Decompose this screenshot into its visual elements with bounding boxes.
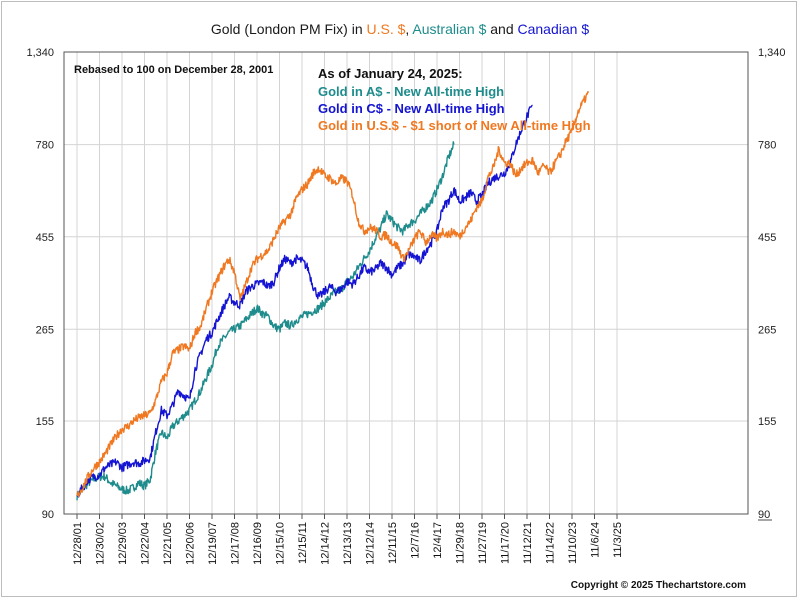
x-tick-label: 12/13/13 <box>342 522 354 565</box>
x-tick-label: 12/16/09 <box>252 522 264 565</box>
x-tick-label: 12/11/15 <box>387 522 399 564</box>
chart-title-part: , <box>405 21 412 37</box>
y-tick-label-right: 155 <box>758 416 776 428</box>
y-tick-label-right: 265 <box>758 324 776 336</box>
x-tick-label: 11/27/19 <box>477 522 489 564</box>
series-line <box>76 104 533 498</box>
copyright: Copyright © 2025 Thechartstore.com <box>571 580 746 591</box>
x-tick-label: 12/14/12 <box>320 522 332 565</box>
series-line <box>76 141 455 501</box>
chart-title: Gold (London PM Fix) in U.S. $, Australi… <box>211 21 589 37</box>
y-tick-label-right: 90 <box>758 509 770 521</box>
x-tick-label: 12/17/08 <box>230 522 242 565</box>
y-tick-label-right: 1,340 <box>758 47 786 59</box>
rebased-note: Rebased to 100 on December 28, 2001 <box>74 64 273 76</box>
legend-entry: Gold in U.S.$ - $1 short of New All-time… <box>318 118 591 133</box>
x-tick-label: 11/3/25 <box>612 522 624 558</box>
as-of-heading: As of January 24, 2025: <box>318 66 463 81</box>
x-tick-label: 12/7/16 <box>410 522 422 559</box>
x-tick-label: 12/4/17 <box>432 522 444 559</box>
series-group <box>76 91 589 501</box>
x-tick-label: 12/20/06 <box>185 522 197 565</box>
x-tick-label: 12/15/10 <box>275 522 287 565</box>
legend-entry: Gold in C$ - New All-time High <box>318 101 505 116</box>
plot-area <box>64 52 748 514</box>
chart-title-part: Canadian $ <box>518 21 590 37</box>
x-tick-label: 11/6/24 <box>590 522 602 558</box>
y-tick-label-left: 90 <box>42 509 54 521</box>
y-tick-label-right: 780 <box>758 140 776 152</box>
series-line <box>76 91 589 498</box>
chart-title-part: Australian $ <box>412 21 486 37</box>
y-tick-label-left: 455 <box>36 232 54 244</box>
y-tick-label-right: 455 <box>758 232 776 244</box>
x-tick-label: 12/21/05 <box>162 522 174 565</box>
x-tick-label: 12/12/14 <box>365 522 377 565</box>
chart-title-part: and <box>486 21 517 37</box>
x-tick-label: 11/17/20 <box>500 522 512 564</box>
y-tick-label-left: 780 <box>36 140 54 152</box>
x-tick-label: 12/30/02 <box>95 522 107 565</box>
x-tick-label: 12/19/07 <box>207 522 219 565</box>
x-tick-label: 11/14/22 <box>545 522 557 564</box>
y-tick-label-left: 265 <box>36 324 54 336</box>
x-tick-label: 12/15/11 <box>297 522 309 564</box>
x-tick-label: 11/12/21 <box>522 522 534 564</box>
x-tick-label: 12/29/03 <box>117 522 129 565</box>
x-tick-label: 11/29/18 <box>455 522 467 564</box>
y-tick-label-left: 155 <box>36 416 54 428</box>
chart-title-part: U.S. $ <box>367 21 406 37</box>
legend-entry: Gold in A$ - New All-time High <box>318 84 504 99</box>
chart-title-part: Gold (London PM Fix) in <box>211 21 367 37</box>
plot-border <box>63 51 749 515</box>
x-tick-label: 11/10/23 <box>567 522 579 564</box>
x-tick-label: 12/22/04 <box>140 522 152 565</box>
y-tick-label-left: 1,340 <box>26 47 54 59</box>
x-tick-label: 12/28/01 <box>72 522 84 565</box>
